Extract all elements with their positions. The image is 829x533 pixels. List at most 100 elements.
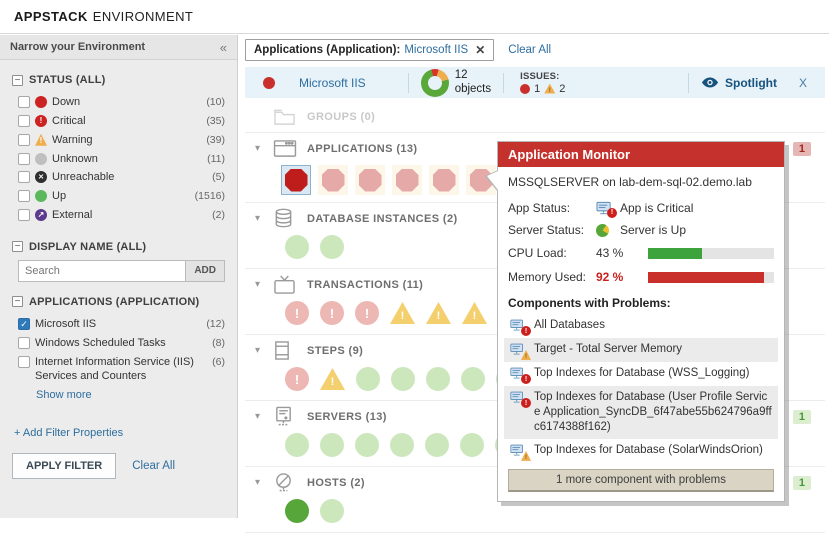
up-status-icon[interactable] (320, 433, 344, 457)
components-with-problems-title: Components with Problems: (508, 296, 671, 310)
filter-item-external[interactable]: ↗ External (2) (12, 206, 225, 225)
environment-panel: Applications (Application): Microsoft II… (245, 35, 825, 533)
filter-item-critical[interactable]: ! Critical (35) (12, 112, 225, 131)
collapse-arrow-icon[interactable]: ▾ (255, 279, 261, 290)
warning-status-icon[interactable]: ! (390, 302, 415, 324)
filter-item-unknown[interactable]: Unknown (11) (12, 150, 225, 169)
filter-item-label: Warning (52, 133, 93, 146)
component-critical-icon: ! (510, 319, 531, 336)
warning-issues-icon: ! (544, 83, 556, 94)
close-spotlight-button[interactable]: X (798, 75, 807, 90)
checkbox[interactable] (18, 190, 30, 203)
warning-badge-icon: ! (521, 350, 531, 360)
up-status-icon[interactable] (285, 499, 309, 523)
down-status-icon[interactable] (321, 168, 345, 192)
critical-status-icon[interactable]: ! (320, 301, 344, 325)
divider (688, 72, 689, 93)
warning-status-icon[interactable]: ! (462, 302, 487, 324)
count-badge: 1 (792, 475, 811, 490)
up-status-icon[interactable] (285, 235, 309, 259)
more-components-button[interactable]: 1 more component with problems (508, 468, 774, 492)
critical-issues-icon (520, 83, 531, 94)
up-status-icon[interactable] (320, 235, 344, 259)
component-item[interactable]: ! Top Indexes for Database (WSS_Logging) (504, 362, 778, 386)
critical-status-icon[interactable]: ! (355, 301, 379, 325)
up-status-icon[interactable] (320, 499, 344, 523)
cpu-bar-fill (648, 247, 703, 259)
popup-title: Application Monitor (498, 142, 784, 167)
active-filter-bar: Applications (Application): Microsoft II… (245, 37, 825, 63)
filter-item-down[interactable]: Down (10) (12, 93, 225, 112)
warning-status-icon[interactable]: ! (426, 302, 451, 324)
entity-status-box[interactable] (281, 165, 311, 195)
clear-all-filters-link[interactable]: Clear All (508, 44, 552, 56)
component-item[interactable]: ! All Databases (504, 314, 778, 338)
search-input[interactable] (18, 259, 187, 282)
filter-item-warning[interactable]: ! Warning (39) (12, 131, 225, 150)
count-badge: 1 (792, 409, 811, 424)
filter-item-count: (1516) (194, 190, 225, 203)
entity-status-box[interactable] (392, 165, 422, 195)
critical-status-icon: ! (35, 114, 47, 127)
collapse-arrow-icon[interactable]: ▾ (255, 143, 261, 154)
filter-sidebar: Narrow your Environment « − STATUS (ALL)… (0, 35, 238, 518)
add-filter-properties-link[interactable]: + Add Filter Properties (14, 427, 124, 440)
checkbox[interactable] (18, 96, 30, 108)
spotlight-toggle[interactable]: Spotlight (701, 76, 777, 90)
application-link[interactable]: Microsoft IIS (299, 75, 366, 90)
filter-item-up[interactable]: Up (1516) (12, 187, 225, 206)
up-status-icon[interactable] (356, 367, 380, 391)
checkbox[interactable] (18, 152, 30, 165)
down-status-icon[interactable] (284, 168, 308, 192)
entity-status-box[interactable] (318, 165, 348, 195)
collapse-arrow-icon[interactable]: ▾ (255, 411, 261, 422)
filter-item-unreachable[interactable]: ✕ Unreachable (5) (12, 168, 225, 187)
show-more-link[interactable]: Show more (36, 389, 92, 402)
critical-status-icon[interactable]: ! (285, 367, 309, 391)
filter-item-application[interactable]: Internet Information Service (IIS) Servi… (12, 353, 225, 387)
component-item[interactable]: ! Target - Total Server Memory (504, 338, 778, 362)
checkbox[interactable] (18, 336, 30, 349)
entity-status-box[interactable] (429, 165, 459, 195)
up-status-icon[interactable] (285, 433, 309, 457)
up-status-icon[interactable] (460, 433, 484, 457)
collapse-group-icon[interactable]: − (12, 74, 23, 86)
filter-item-application[interactable]: ✓ Microsoft IIS (12) (12, 315, 225, 334)
up-status-icon[interactable] (390, 433, 414, 457)
sidebar-clear-all-link[interactable]: Clear All (132, 460, 176, 473)
component-item[interactable]: ! Top Indexes for Database (SolarWindsOri… (504, 439, 778, 463)
critical-status-icon[interactable]: ! (285, 301, 309, 325)
checkbox[interactable] (18, 114, 30, 127)
entity-status-box[interactable] (355, 165, 385, 195)
filter-item-application[interactable]: Windows Scheduled Tasks (8) (12, 334, 225, 353)
warning-status-icon[interactable]: ! (320, 368, 345, 390)
checkbox[interactable]: ✓ (18, 317, 30, 330)
up-status-icon[interactable] (426, 367, 450, 391)
up-status-icon[interactable] (355, 433, 379, 457)
add-button[interactable]: ADD (186, 259, 225, 282)
down-status-icon[interactable] (358, 168, 382, 192)
down-status-icon[interactable] (432, 168, 456, 192)
down-status-icon[interactable] (395, 168, 419, 192)
up-status-icon[interactable] (425, 433, 449, 457)
checkbox[interactable] (18, 209, 30, 222)
component-item[interactable]: ! Top Indexes for Database (User Profile … (504, 386, 778, 439)
checkbox[interactable] (18, 171, 30, 184)
collapse-arrow-icon[interactable]: ▾ (255, 345, 261, 356)
apply-filter-button[interactable]: APPLY FILTER (12, 453, 117, 480)
up-status-icon[interactable] (461, 367, 485, 391)
filter-item-count: (2) (212, 209, 225, 222)
checkbox[interactable] (18, 355, 30, 368)
up-status-icon[interactable] (391, 367, 415, 391)
filter-item-label: Microsoft IIS (35, 317, 97, 330)
collapse-sidebar-icon[interactable]: « (219, 39, 227, 55)
display-name-group-title: − DISPLAY NAME (ALL) (12, 241, 225, 253)
section-label: GROUPS (0) (307, 110, 376, 123)
remove-filter-icon[interactable]: ✕ (475, 43, 486, 57)
component-name: All Databases (534, 319, 605, 331)
checkbox[interactable] (18, 133, 30, 146)
collapse-arrow-icon[interactable]: ▾ (255, 477, 261, 488)
collapse-group-icon[interactable]: − (12, 296, 23, 308)
collapse-group-icon[interactable]: − (12, 241, 23, 253)
collapse-arrow-icon[interactable]: ▾ (255, 213, 261, 224)
